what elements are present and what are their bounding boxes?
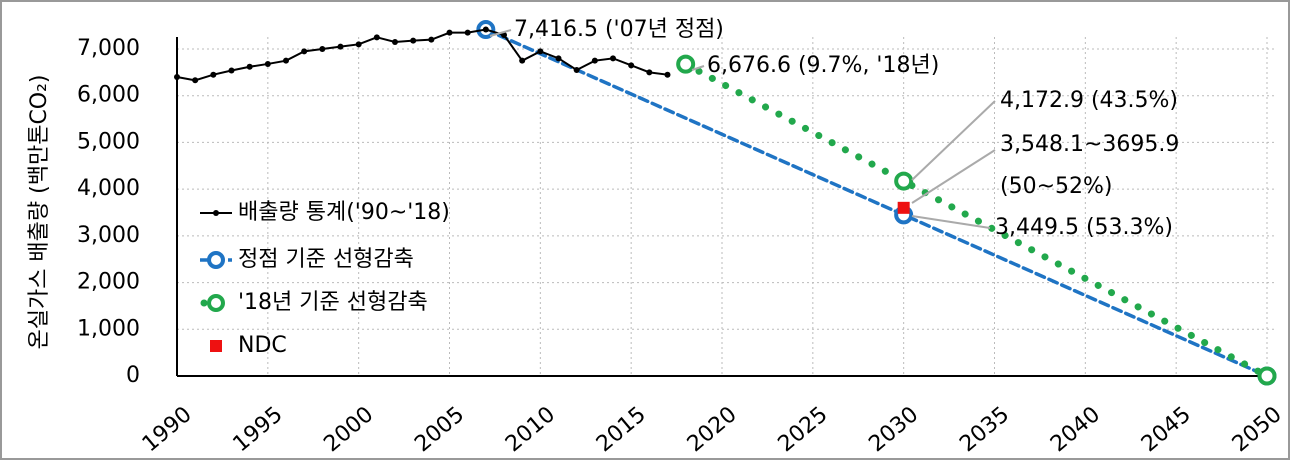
leader-line <box>911 149 996 204</box>
data-point <box>174 74 180 81</box>
y-tick-label: 1,000 <box>77 316 140 341</box>
leader-line <box>691 65 705 71</box>
data-point <box>264 60 271 67</box>
leader-line <box>489 29 512 37</box>
y-tick-label: 0 <box>126 363 140 388</box>
data-point <box>373 34 380 41</box>
legend-label: 정점 기준 선형감축 <box>238 247 414 272</box>
data-point <box>646 69 653 76</box>
data-point <box>1257 366 1277 386</box>
y-tick-label: 2,000 <box>77 270 140 295</box>
annotation: 3,548.1~3695.9 <box>1000 132 1179 157</box>
legend-swatch <box>207 294 225 312</box>
data-point <box>319 46 326 52</box>
legend-swatch <box>207 251 225 269</box>
data-point <box>501 31 507 38</box>
annotation: 7,416.5 ('07년 정점) <box>514 17 724 42</box>
legend-swatch <box>210 340 222 352</box>
data-point <box>355 41 362 48</box>
series-line <box>176 28 669 82</box>
annotation: 6,676.6 (9.7%, '18년) <box>707 53 939 78</box>
data-point <box>301 48 308 55</box>
legend-label: 배출량 통계('90~'18) <box>238 200 450 225</box>
y-tick-label: 3,000 <box>77 223 140 248</box>
annotation: (50~52%) <box>1000 174 1113 199</box>
y-tick-label: 7,000 <box>77 36 140 61</box>
y-axis-label: 온실가스 배출량 (백만톤CO₂) <box>27 74 52 349</box>
leader-line <box>911 100 996 181</box>
data-point <box>555 55 562 62</box>
data-point <box>537 48 544 55</box>
legend-label: '18년 기준 선형감축 <box>238 290 428 315</box>
data-point <box>628 62 635 69</box>
data-point <box>894 171 914 191</box>
data-point <box>897 201 910 214</box>
data-point <box>591 57 598 64</box>
data-point <box>573 67 580 74</box>
leader-line <box>911 215 991 229</box>
y-tick-label: 4,000 <box>77 176 140 201</box>
data-point <box>664 71 671 78</box>
data-point <box>446 29 453 36</box>
annotation: 3,449.5 (53.3%) <box>995 215 1173 240</box>
legend-swatch <box>213 210 219 216</box>
data-point <box>337 43 344 50</box>
legend-label: NDC <box>238 333 287 358</box>
data-point <box>210 71 217 78</box>
data-point <box>392 38 398 45</box>
data-point <box>283 57 289 64</box>
data-point <box>610 55 616 62</box>
data-point <box>246 63 253 70</box>
data-point <box>410 37 417 44</box>
data-point <box>428 36 435 43</box>
y-tick-label: 6,000 <box>77 83 140 108</box>
data-point <box>228 67 235 74</box>
data-point <box>464 29 471 36</box>
data-point <box>192 77 199 84</box>
data-point <box>482 26 489 33</box>
y-tick-label: 5,000 <box>77 129 140 154</box>
data-point <box>519 57 526 64</box>
annotation: 4,172.9 (43.5%) <box>1000 88 1178 113</box>
data-point <box>676 54 696 74</box>
